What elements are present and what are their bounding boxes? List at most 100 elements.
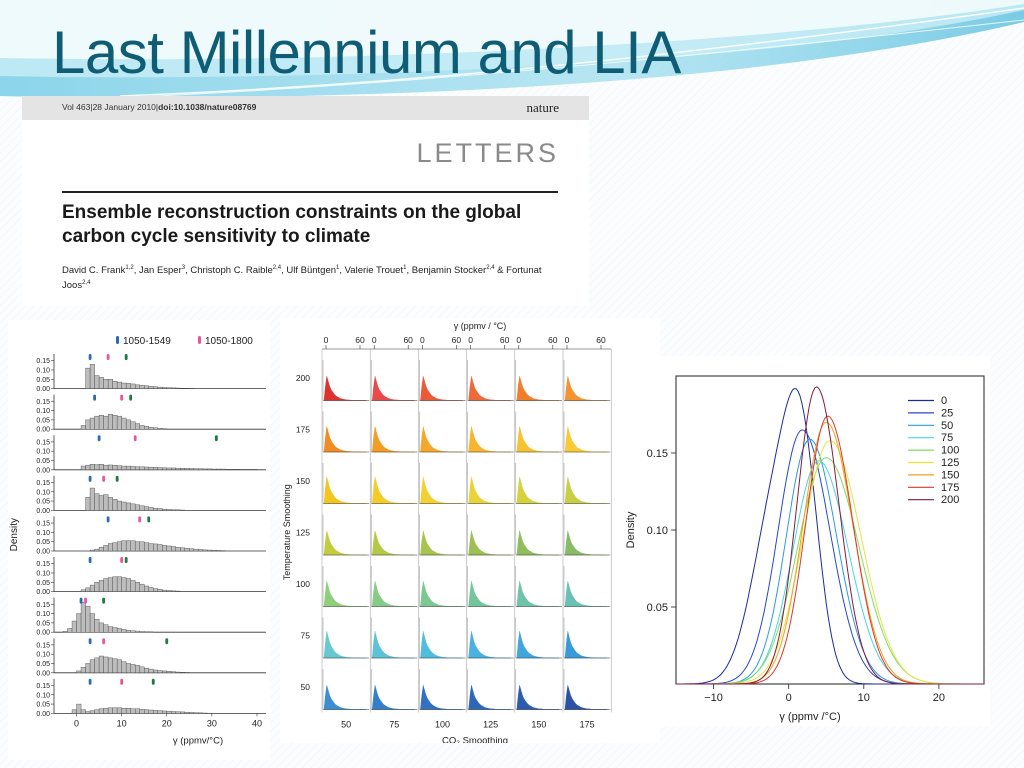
histogram-bar — [134, 630, 140, 633]
histogram-bar — [139, 631, 145, 633]
histogram-y-tick-label: 0.10 — [36, 367, 50, 374]
grid-cell-histogram — [468, 530, 511, 556]
grid-cell-histogram — [564, 530, 608, 556]
histogram-y-tick-label: 0.10 — [36, 692, 50, 699]
histogram-bar — [116, 381, 122, 389]
histogram-bar — [153, 669, 158, 673]
histogram-bar — [130, 421, 136, 430]
density-curve-panel: −10 0 10 20 0.05 0.10 0.15 γ (ppmv /°C) Density 0… — [612, 356, 990, 726]
histogram-y-tick-label: 0.00 — [36, 589, 50, 596]
author-affiliation: 2,4 — [272, 265, 282, 271]
histogram-x-tick-label: 0 — [74, 718, 79, 728]
histogram-bar — [103, 379, 109, 389]
legend-marker-1050-1549 — [116, 336, 119, 344]
histogram-bar — [134, 708, 140, 714]
histogram-bar — [144, 585, 149, 592]
histogram-bar — [220, 468, 226, 470]
histogram-bar — [89, 659, 95, 674]
histogram-bar — [153, 427, 158, 430]
histogram-bar — [103, 578, 109, 592]
density-x-tick-label: 10 — [858, 692, 870, 704]
grid-cell-histogram — [564, 631, 608, 659]
grid-cell-histogram — [468, 631, 511, 659]
histogram-bar — [89, 710, 95, 714]
paper-header-image: Vol 463|28 January 2010|doi:10.1038/natu… — [22, 96, 589, 306]
histogram-bar — [121, 577, 127, 592]
histogram-bar — [148, 668, 154, 673]
histogram-bar — [116, 500, 122, 511]
histogram-bar — [94, 657, 100, 674]
histogram-y-tick-label: 0.00 — [36, 711, 50, 718]
histogram-marker — [93, 394, 96, 401]
histogram-bar — [144, 667, 149, 673]
histogram-bar — [175, 547, 181, 552]
histogram-bar — [116, 707, 122, 714]
histogram-bar — [166, 671, 172, 674]
histogram-bar — [211, 550, 217, 552]
histogram-bar — [144, 542, 149, 552]
histogram-marker — [88, 557, 92, 563]
density-y-tick-label: 0.15 — [647, 448, 668, 460]
histogram-bar — [94, 548, 100, 552]
density-y-axis-label: Density — [625, 511, 637, 548]
grid-top-tick-label: 60 — [548, 335, 558, 345]
histogram-bar — [94, 464, 100, 470]
histogram-bar — [157, 467, 163, 471]
grid-cell-histogram — [564, 685, 608, 710]
histogram-y-tick-label: 0.10 — [36, 489, 50, 496]
histogram-bar — [125, 465, 131, 470]
grid-y-axis-label: Temperature Smoothing — [282, 484, 292, 580]
histogram-bar — [85, 464, 91, 470]
histogram-bar — [125, 578, 131, 592]
histogram-marker — [88, 475, 92, 482]
histogram-y-tick-label: 0.05 — [36, 620, 50, 627]
histogram-bar — [98, 377, 104, 389]
histogram-bar — [198, 468, 204, 470]
grid-cell-histogram — [420, 631, 463, 659]
histogram-marker — [124, 557, 128, 563]
grid-cell-histogram — [323, 685, 367, 710]
histogram-bar — [89, 417, 95, 430]
histogram-marker — [102, 597, 106, 604]
histogram-bar — [139, 709, 145, 714]
histogram-bar — [103, 624, 109, 633]
histogram-bar — [85, 587, 91, 592]
author-affiliation: 1 — [336, 265, 340, 271]
histogram-bar — [189, 468, 195, 471]
histogram-bar — [153, 710, 158, 714]
journal-volume-date: Vol 463|28 January 2010| — [62, 102, 159, 112]
histogram-bar — [112, 380, 118, 389]
author-name: Ulf Büntgen — [286, 265, 337, 277]
grid-cell-histogram — [371, 631, 415, 659]
histogram-bar — [98, 464, 104, 470]
grid-row-label: 50 — [301, 682, 311, 692]
grid-cell-histogram — [371, 476, 415, 504]
histogram-bar — [130, 383, 136, 389]
histogram-marker — [115, 475, 119, 482]
density-x-axis-label: γ (ppmv /°C) — [779, 711, 840, 723]
title-rule — [62, 191, 558, 193]
paper-title: Ensemble reconstruction constraints on t… — [62, 202, 522, 247]
histogram-bar — [139, 425, 145, 430]
grid-cell-histogram — [468, 426, 511, 453]
histogram-y-tick-label: 0.05 — [36, 539, 50, 546]
histogram-y-tick-label: 0.15 — [36, 642, 50, 649]
histogram-bar — [166, 509, 172, 511]
histogram-bar — [85, 367, 91, 389]
histogram-bar — [112, 627, 118, 633]
histogram-bar — [98, 415, 104, 430]
grid-top-tick-label: 60 — [500, 335, 510, 345]
grid-cell-histogram — [516, 631, 559, 659]
histogram-bar — [144, 385, 149, 389]
histogram-bar — [121, 382, 127, 389]
histogram-bar — [85, 497, 91, 511]
histogram-bar — [80, 602, 86, 633]
histogram-bar — [157, 508, 163, 511]
histogram-marker — [214, 435, 218, 442]
author-affiliation: 1,2 — [125, 265, 134, 271]
histogram-y-tick-label: 0.00 — [36, 630, 50, 637]
author-affiliation: 1 — [403, 265, 407, 271]
histogram-y-tick-label: 0.10 — [36, 449, 50, 456]
density-legend-label: 50 — [941, 420, 953, 432]
histogram-bar — [139, 541, 145, 552]
